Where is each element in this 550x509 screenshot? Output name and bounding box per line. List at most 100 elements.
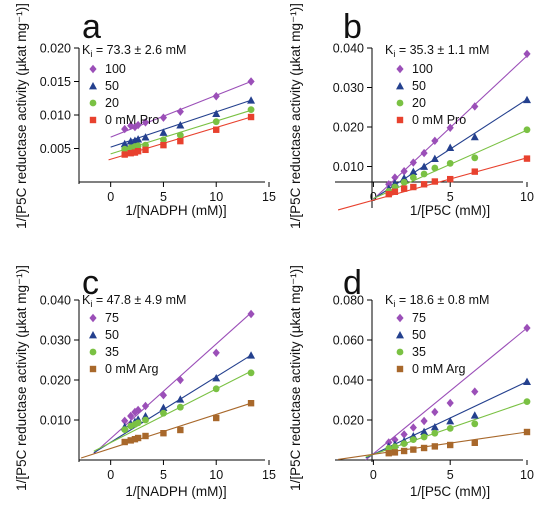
y-tick-label: 0.020 [40, 374, 71, 388]
data-point [386, 450, 392, 456]
data-point [401, 448, 407, 454]
data-point [392, 443, 399, 450]
data-point [410, 446, 416, 452]
legend-marker [396, 65, 403, 73]
ki-annotation: Ki = 73.3 ± 2.6 mM [82, 43, 186, 59]
data-point [523, 324, 530, 332]
data-point [135, 148, 141, 154]
data-point [142, 433, 148, 439]
x-tick-label: 10 [520, 190, 534, 204]
legend-marker [90, 366, 96, 372]
panel-a: 0 5 10 15 0.005 0.010 0.015 0.020 aKi = 73.3 ± 2… [14, 3, 276, 229]
data-point [472, 168, 478, 174]
data-point [213, 127, 219, 133]
y-tick-label: 0.030 [333, 81, 364, 95]
panel-letter: d [343, 264, 362, 302]
data-point [248, 106, 255, 113]
y-tick-label: 0.060 [333, 334, 364, 348]
data-point [471, 420, 478, 427]
data-point [432, 443, 438, 449]
legend-label: 75 [412, 311, 426, 325]
data-point [432, 178, 438, 184]
data-point [176, 395, 184, 402]
data-point [160, 142, 166, 148]
data-point [160, 430, 166, 436]
legend-marker [397, 100, 404, 107]
data-point [447, 176, 453, 182]
data-point [177, 427, 183, 433]
legend-marker [89, 65, 96, 73]
x-tick-label: 10 [520, 468, 534, 482]
legend-marker [89, 314, 96, 322]
data-point [247, 310, 254, 318]
data-point [524, 155, 530, 161]
ki-value: = 73.3 ± 2.6 mM [92, 43, 186, 57]
panel-c: 0 5 10 15 0.010 0.020 0.030 0.040 cKi = 47.8 ± 4… [14, 264, 276, 499]
legend-marker [90, 117, 96, 123]
data-point [122, 439, 128, 445]
data-point [447, 442, 453, 448]
x-tick-label: 10 [209, 190, 223, 204]
x-tick-label: 5 [447, 468, 454, 482]
y-tick-label: 0.030 [40, 334, 71, 348]
legend-label: 0 mM Arg [412, 362, 466, 376]
data-point [447, 160, 454, 167]
data-point [447, 399, 454, 407]
data-point [401, 440, 408, 447]
data-point [121, 426, 128, 433]
data-point [524, 126, 531, 133]
legend-marker [396, 314, 403, 322]
data-point [213, 92, 220, 100]
data-point [524, 398, 531, 405]
data-point [421, 445, 427, 451]
data-point [421, 434, 428, 441]
data-point [431, 165, 438, 172]
ki-annotation: Ki = 18.6 ± 0.8 mM [385, 293, 489, 309]
ki-annotation: Ki = 47.8 ± 4.9 mM [82, 293, 186, 309]
legend-marker [89, 82, 97, 89]
y-tick-label: 0.010 [333, 160, 364, 174]
data-point [471, 102, 478, 110]
legend-marker [397, 349, 404, 356]
data-point [523, 50, 530, 58]
x-tick-label: 15 [262, 190, 276, 204]
data-point [472, 440, 478, 446]
data-point [142, 147, 148, 153]
x-tick-label: 5 [160, 468, 167, 482]
data-point [410, 174, 417, 181]
data-point [386, 191, 392, 197]
y-tick-label: 0.010 [40, 414, 71, 428]
data-point [248, 369, 255, 376]
data-point [135, 435, 141, 441]
data-point [159, 128, 167, 135]
data-point [421, 181, 427, 187]
data-point [142, 417, 149, 424]
y-tick-label: 0.015 [40, 75, 71, 89]
data-point [247, 351, 255, 358]
data-point [420, 417, 427, 425]
x-axis-label: 1/[NADPH (mM)] [125, 203, 226, 218]
y-tick-label: 0.040 [333, 374, 364, 388]
y-tick-label: 0.005 [40, 142, 71, 156]
legend-label: 100 [412, 62, 433, 76]
legend-marker [90, 100, 97, 107]
x-tick-label: 5 [160, 190, 167, 204]
ki-value: = 18.6 ± 0.8 mM [395, 293, 489, 307]
legend-label: 50 [105, 328, 119, 342]
x-tick-label: 0 [370, 468, 377, 482]
data-point [446, 417, 454, 424]
data-point [471, 133, 479, 140]
legend-label: 0 mM Pro [412, 113, 466, 127]
legend-marker [397, 366, 403, 372]
ki-value: = 47.8 ± 4.9 mM [92, 293, 186, 307]
ki-annotation: Ki = 35.3 ± 1.1 mM [385, 43, 489, 59]
legend-label: 0 mM Pro [105, 113, 159, 127]
data-point [177, 404, 184, 411]
x-axis-label: 1/[P5C (mM)] [410, 484, 490, 499]
data-point [421, 171, 428, 178]
y-tick-label: 0.020 [40, 42, 71, 56]
legend-marker [90, 349, 97, 356]
data-point [410, 436, 417, 443]
y-axis-label: 1/[P5C reductase activity (µkat mg⁻¹)] [288, 265, 303, 491]
